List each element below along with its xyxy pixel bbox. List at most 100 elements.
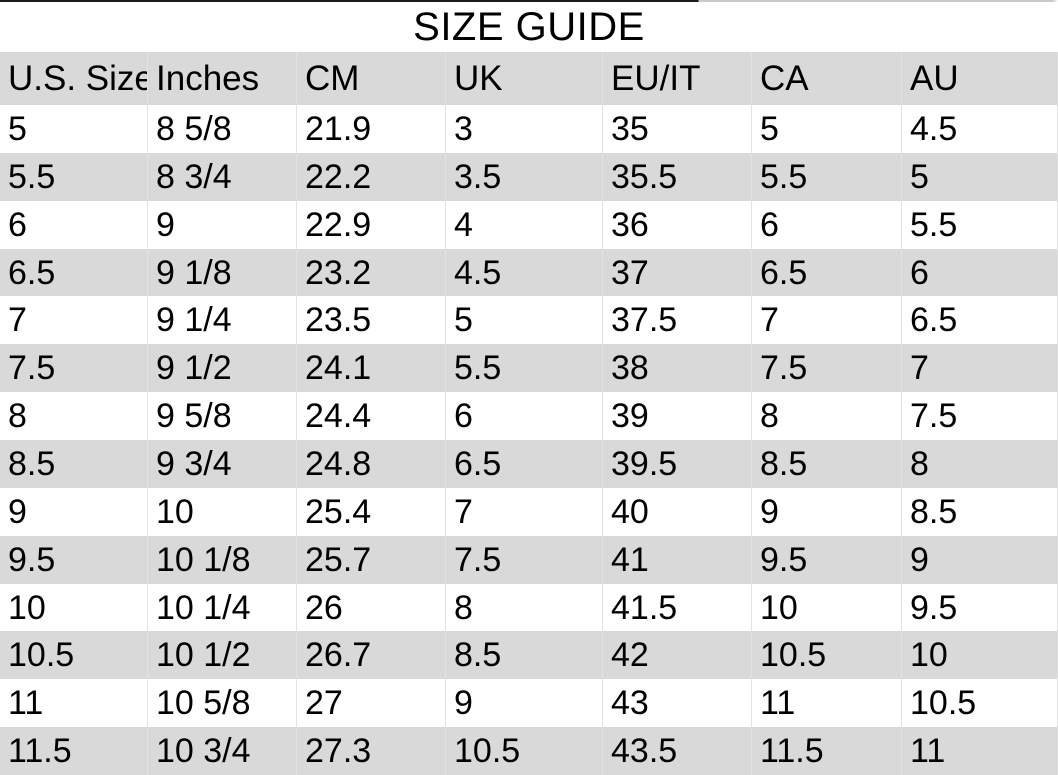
table-cell: 5 (0, 105, 148, 153)
table-row: 6.5 9 1/8 23.2 4.5 37 6.5 6 (0, 248, 1058, 297)
table-cell: 23.5 (297, 296, 446, 345)
table-cell: 36 (603, 200, 752, 249)
table-cell: 11 (752, 679, 902, 728)
table-cell: 9 (446, 679, 603, 728)
table-cell: 7 (446, 487, 603, 536)
table-cell: 6 (446, 392, 603, 441)
table-cell: 8.5 (902, 487, 1058, 536)
table-header-row: U.S. Size Inches CM UK EU/IT CA AU (0, 52, 1058, 105)
column-header: Inches (148, 52, 297, 105)
table-cell: 9.5 (0, 535, 148, 584)
table-cell: 41.5 (603, 583, 752, 632)
table-cell: 24.8 (297, 440, 446, 488)
table-cell: 9 1/2 (148, 344, 297, 393)
table-cell: 9 (902, 535, 1058, 584)
table-cell: 8.5 (446, 631, 603, 680)
table-cell: 22.9 (297, 200, 446, 249)
column-header: CM (297, 52, 446, 105)
table-cell: 11 (0, 679, 148, 728)
table-cell: 5.5 (446, 344, 603, 393)
table-cell: 6.5 (0, 248, 148, 297)
table-cell: 6.5 (446, 440, 603, 488)
table-cell: 9.5 (902, 583, 1058, 632)
table-cell: 8 (446, 583, 603, 632)
table-cell: 26.7 (297, 631, 446, 680)
table-row: 6 9 22.9 4 36 6 5.5 (0, 200, 1058, 249)
table-cell: 35 (603, 105, 752, 153)
table-cell: 11 (902, 727, 1058, 775)
table-cell: 38 (603, 344, 752, 393)
table-cell: 21.9 (297, 105, 446, 153)
table-cell: 8 3/4 (148, 152, 297, 201)
table-cell: 5.5 (752, 152, 902, 201)
table-cell: 10 1/2 (148, 631, 297, 680)
table-cell: 8 (902, 440, 1058, 488)
table-row: 9 10 25.4 7 40 9 8.5 (0, 487, 1058, 536)
table-cell: 7 (0, 296, 148, 345)
table-cell: 35.5 (603, 152, 752, 201)
table-cell: 6 (752, 200, 902, 249)
table-cell: 7.5 (902, 392, 1058, 441)
table-cell: 10.5 (752, 631, 902, 680)
table-cell: 5.5 (902, 200, 1058, 249)
table-cell: 7 (902, 344, 1058, 393)
table-cell: 39.5 (603, 440, 752, 488)
table-cell: 6.5 (752, 248, 902, 297)
table-cell: 43.5 (603, 727, 752, 775)
table-cell: 10 1/8 (148, 535, 297, 584)
table-cell: 10 (0, 583, 148, 632)
table-cell: 11.5 (0, 727, 148, 775)
table-cell: 7.5 (752, 344, 902, 393)
table-cell: 8.5 (752, 440, 902, 488)
table-cell: 4.5 (902, 105, 1058, 153)
table-cell: 6 (0, 200, 148, 249)
table-cell: 25.7 (297, 535, 446, 584)
table-cell: 41 (603, 535, 752, 584)
table-cell: 40 (603, 487, 752, 536)
column-header: EU/IT (603, 52, 752, 105)
table-cell: 42 (603, 631, 752, 680)
table-cell: 3.5 (446, 152, 603, 201)
table-row: 9.5 10 1/8 25.7 7.5 41 9.5 9 (0, 535, 1058, 584)
table-cell: 10.5 (446, 727, 603, 775)
table-cell: 9 (148, 200, 297, 249)
column-header: U.S. Size (0, 52, 148, 105)
table-cell: 9 3/4 (148, 440, 297, 488)
table-cell: 24.1 (297, 344, 446, 393)
table-cell: 27 (297, 679, 446, 728)
table-cell: 25.4 (297, 487, 446, 536)
table-cell: 6.5 (902, 296, 1058, 345)
table-cell: 9 1/4 (148, 296, 297, 345)
table-cell: 10 1/4 (148, 583, 297, 632)
table-cell: 10 (752, 583, 902, 632)
table-cell: 22.2 (297, 152, 446, 201)
table-cell: 10 5/8 (148, 679, 297, 728)
page-title: SIZE GUIDE (413, 5, 645, 49)
table-row: 5.5 8 3/4 22.2 3.5 35.5 5.5 5 (0, 152, 1058, 201)
table-cell: 5 (446, 296, 603, 345)
table-cell: 3 (446, 105, 603, 153)
top-edge-artifact (0, 0, 1058, 2)
table-cell: 39 (603, 392, 752, 441)
table-cell: 9 (752, 487, 902, 536)
table-cell: 7 (752, 296, 902, 345)
table-cell: 10 (902, 631, 1058, 680)
column-header: CA (752, 52, 902, 105)
table-cell: 8.5 (0, 440, 148, 488)
table-cell: 10.5 (902, 679, 1058, 728)
table-cell: 9 (0, 487, 148, 536)
table-row: 7.5 9 1/2 24.1 5.5 38 7.5 7 (0, 344, 1058, 393)
table-cell: 11.5 (752, 727, 902, 775)
table-cell: 10 3/4 (148, 727, 297, 775)
table-cell: 4.5 (446, 248, 603, 297)
table-row: 11 10 5/8 27 9 43 11 10.5 (0, 679, 1058, 728)
table-cell: 9 5/8 (148, 392, 297, 441)
table-cell: 5 (902, 152, 1058, 201)
table-cell: 8 (752, 392, 902, 441)
table-cell: 8 5/8 (148, 105, 297, 153)
table-cell: 23.2 (297, 248, 446, 297)
